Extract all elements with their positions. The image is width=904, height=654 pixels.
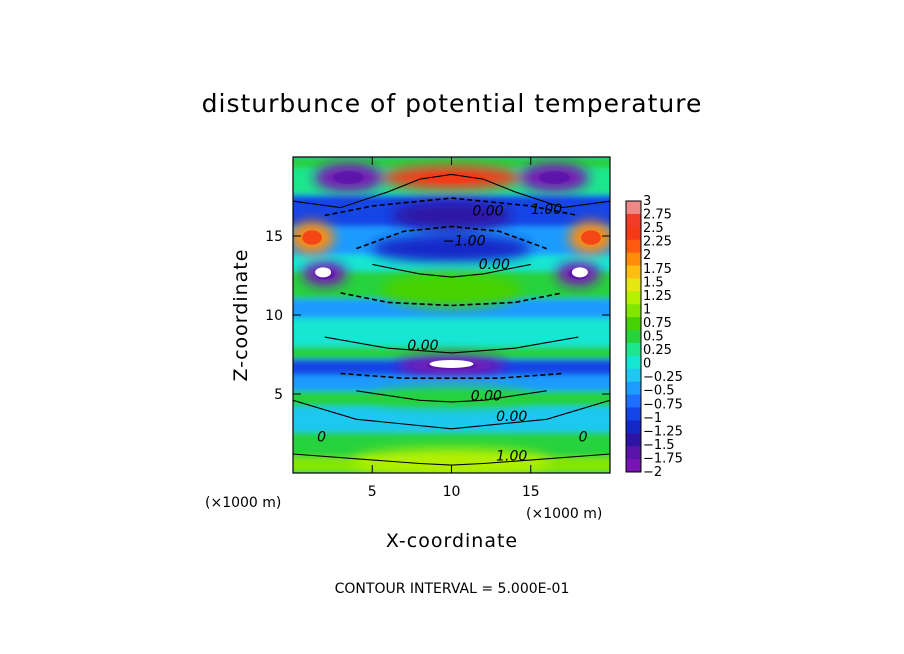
contour-line [356, 390, 547, 403]
colorbar-swatch [626, 304, 641, 318]
x-axis-label: X-coordinate [386, 530, 518, 552]
contour-label: 0 [317, 429, 326, 445]
contour-line [340, 372, 563, 379]
y-axis-label: Z-coordinate [230, 249, 252, 382]
field-feature [381, 271, 522, 308]
contour-label: 0 [579, 429, 588, 445]
colorbar-swatch [626, 381, 641, 396]
contour-label: 0.00 [479, 257, 510, 273]
field-core [333, 171, 364, 184]
colorbar-swatch [626, 226, 641, 241]
contour-line [340, 292, 563, 307]
contour-label: 0.00 [496, 409, 527, 425]
contour-line [293, 399, 610, 430]
colorbar-label: 2 [643, 248, 651, 263]
colorbar-swatch [626, 317, 641, 331]
colorbar-label: −0.5 [643, 384, 675, 399]
colorbar-swatch [626, 201, 641, 215]
contour-line [293, 173, 610, 209]
colorbar-label: 1.5 [643, 275, 664, 290]
colorbar-swatch [626, 278, 641, 292]
colorbar-label: 2.25 [643, 235, 672, 250]
colorbar-swatch [626, 252, 641, 267]
colorbar-label: 1.25 [643, 289, 672, 304]
colorbar-swatch [626, 291, 641, 305]
field-feature [391, 201, 512, 230]
colorbar-label: 1 [643, 302, 651, 317]
colorbar-label: −1.75 [643, 451, 683, 466]
colorbar-label: 3 [643, 194, 651, 209]
colorbar-label: −0.75 [643, 397, 683, 412]
y-tick-label: 5 [274, 387, 283, 403]
colorbar-swatch [626, 265, 641, 279]
contour-line [356, 225, 547, 250]
out-of-range-spot [429, 359, 474, 368]
y-tick-label: 10 [265, 308, 283, 324]
contour-line [324, 197, 579, 217]
contour-label: −1.00 [443, 233, 486, 249]
contour-label: 1.00 [531, 202, 562, 218]
colorbar-swatch [626, 407, 641, 421]
colorbar-label: 0.25 [643, 343, 672, 358]
colorbar-label: 0 [643, 357, 651, 372]
field-band [293, 299, 610, 319]
contour-label: 0.00 [471, 388, 502, 404]
y-tick-label: 15 [265, 229, 283, 245]
colorbar-swatch [626, 213, 641, 228]
field-band [293, 375, 610, 391]
field-feature [371, 387, 532, 408]
field-core [302, 230, 322, 245]
field-band [293, 406, 610, 432]
colorbar-swatch [626, 394, 641, 408]
field-core [420, 172, 483, 183]
chart-title: disturbunce of potential temperature [202, 89, 703, 118]
x-tick-label: 15 [522, 484, 540, 500]
field-band [293, 194, 610, 208]
colorbar-swatch [626, 330, 641, 344]
field-band [293, 318, 610, 347]
contour-line [324, 336, 579, 354]
colorbar-label: 2.75 [643, 208, 672, 223]
colorbar-label: 0.5 [643, 330, 664, 345]
colorbar-swatch [626, 433, 641, 447]
contour-interval-note: CONTOUR INTERVAL = 5.000E-01 [335, 581, 570, 597]
y-unit-label: (×1000 m) [205, 495, 281, 511]
x-unit-label: (×1000 m) [526, 506, 602, 522]
colorbar-swatch [626, 355, 641, 370]
plot-area [293, 157, 610, 473]
colorbar-swatch [626, 446, 641, 460]
colorbar-label: −2 [643, 465, 662, 480]
x-tick-label: 5 [368, 484, 377, 500]
colorbar-swatch [626, 420, 641, 434]
colorbar-swatch [626, 459, 641, 473]
contour-label: 0.00 [472, 203, 503, 219]
colorbar-label: 0.75 [643, 316, 672, 331]
colorbar-frame [625, 200, 642, 473]
contour-line [372, 263, 531, 278]
field-band [293, 254, 610, 271]
field-core [539, 171, 570, 184]
colorbar-swatch [626, 342, 641, 357]
colorbar-label: 1.75 [643, 262, 672, 277]
colorbar: 32.752.52.2521.751.51.2510.750.50.250−0.… [625, 194, 683, 480]
field-feature [351, 447, 552, 473]
field-core [581, 230, 601, 245]
contour-label: 0.00 [407, 338, 438, 354]
out-of-range-spot [571, 267, 588, 278]
contour-label: 1.00 [496, 448, 527, 464]
colorbar-label: 2.5 [643, 221, 664, 236]
colorbar-swatch [626, 239, 641, 254]
colorbar-label: −1.5 [643, 438, 675, 453]
colorbar-label: −1 [643, 411, 662, 426]
colorbar-swatch [626, 368, 641, 383]
field-feature [371, 234, 532, 263]
colorbar-label: −1.25 [643, 424, 683, 439]
colorbar-label: −0.25 [643, 370, 683, 385]
out-of-range-spot [315, 267, 332, 278]
x-tick-label: 10 [443, 484, 461, 500]
